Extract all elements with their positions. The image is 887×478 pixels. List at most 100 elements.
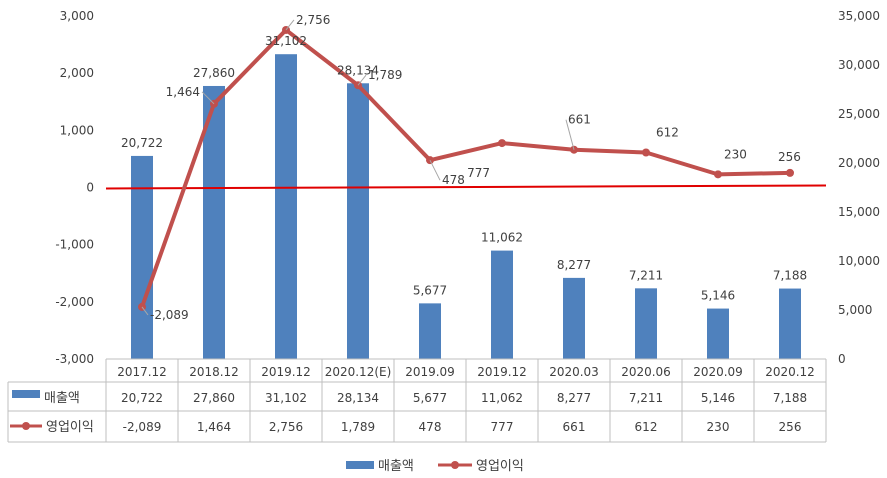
left-axis-tick-label: 0: [86, 181, 94, 195]
table-cell: 2,756: [269, 420, 303, 434]
x-axis-category-label: 2020.12: [765, 365, 815, 379]
bar-data-label: 5,677: [413, 283, 447, 297]
bar: [635, 288, 657, 359]
table-cell: 661: [563, 420, 586, 434]
table-cell: 7,188: [773, 391, 807, 405]
left-axis-tick-label: -3,000: [55, 352, 94, 366]
leader-line: [565, 119, 575, 150]
left-axis-tick-label: -2,000: [55, 295, 94, 309]
table-cell: 27,860: [193, 391, 235, 405]
legend-line-key-marker: [451, 461, 459, 469]
legend-label: 매출액: [378, 459, 414, 474]
bar-data-label: 11,062: [481, 231, 523, 245]
bar: [563, 277, 585, 359]
table-row-header: 매출액: [44, 391, 80, 406]
right-axis-tick-label: 15,000: [838, 205, 880, 219]
table-cell: 256: [779, 420, 802, 434]
bar-data-label: 8,277: [557, 258, 591, 272]
bar-series: [131, 54, 801, 360]
table-cell: 20,722: [121, 391, 163, 405]
left-axis: -3,000 -2,000 -1,000 0 1,000 2,000 3,000: [55, 9, 94, 366]
line-point: [714, 170, 722, 179]
legend: 매출액 영업이익: [346, 459, 524, 474]
table-cell: 8,277: [557, 391, 591, 405]
right-axis-tick-label: 35,000: [838, 9, 880, 23]
left-axis-tick-label: 1,000: [60, 123, 94, 137]
table-cell: 612: [635, 420, 658, 434]
line-data-label: 1,464: [166, 85, 200, 99]
zero-line: [105, 184, 827, 190]
bar: [347, 83, 369, 359]
line-data-label: 661: [568, 113, 591, 127]
table-cell: 1,789: [341, 420, 375, 434]
right-axis-tick-label: 30,000: [838, 58, 880, 72]
table-cell: 478: [419, 420, 442, 434]
x-axis-category-label: 2020.09: [693, 365, 743, 379]
line-point: [498, 139, 506, 148]
x-axis-category-label: 2020.12(E): [325, 365, 392, 379]
table-cell: 777: [491, 420, 514, 434]
line-series: [138, 25, 794, 311]
leader-line: [285, 19, 295, 31]
table-bar-key: [12, 390, 40, 398]
x-axis-category-label: 2018.12: [189, 365, 239, 379]
table-cell: 31,102: [265, 391, 307, 405]
zero-reference-line: [105, 184, 827, 190]
table-line-key-marker: [22, 422, 30, 430]
right-axis-tick-label: 5,000: [838, 303, 872, 317]
x-axis-category-label: 2019.12: [261, 365, 311, 379]
bar: [203, 85, 225, 360]
line-point: [786, 168, 794, 177]
data-labels: 20,722 27,860 31,102 28,134 5,677 11,062 8,277…: [121, 13, 807, 322]
left-axis-tick-label: 2,000: [60, 66, 94, 80]
table-cell: 11,062: [481, 391, 523, 405]
legend-bar-key: [346, 461, 374, 469]
bar-data-label: 28,134: [337, 63, 379, 77]
line-data-label: 2,756: [296, 13, 330, 27]
bar: [275, 54, 297, 359]
bar-data-label: 31,102: [265, 34, 307, 48]
bar: [779, 288, 801, 359]
left-axis-tick-label: -1,000: [55, 238, 94, 252]
leader-line: [357, 74, 367, 86]
legend-label: 영업이익: [476, 459, 524, 474]
line-data-label: 478: [442, 173, 465, 187]
bar: [491, 250, 513, 359]
table-cell: 28,134: [337, 391, 379, 405]
table-cell: 5,146: [701, 391, 735, 405]
bar-data-label: 5,146: [701, 289, 735, 303]
line-data-label: -2,089: [150, 308, 189, 322]
line-series-path: [140, 27, 791, 308]
x-axis-category-label: 2017.12: [117, 365, 167, 379]
leader-line: [201, 91, 215, 105]
x-axis-category-label: 2020.03: [549, 365, 599, 379]
line-data-label: 1,789: [368, 68, 402, 82]
bar-data-label: 27,860: [193, 66, 235, 80]
right-axis-tick-label: 20,000: [838, 156, 880, 170]
table-cell: 230: [707, 420, 730, 434]
line-data-label: 230: [724, 147, 747, 161]
leader-line: [429, 159, 441, 181]
bar: [707, 308, 729, 359]
bar: [131, 155, 153, 359]
leader-line: [141, 306, 149, 316]
table-cell: 5,677: [413, 391, 447, 405]
line-data-label: 256: [778, 150, 801, 164]
right-axis-tick-label: 25,000: [838, 107, 880, 121]
right-axis-tick-label: 0: [838, 352, 846, 366]
x-axis-category-label: 2019.09: [405, 365, 455, 379]
line-data-label: 777: [467, 166, 490, 180]
x-axis-category-label: 2020.06: [621, 365, 671, 379]
table-row-header: 영업이익: [46, 420, 94, 435]
data-table: 2017.12 2018.12 2019.12 2020.12(E) 2019.09 20…: [7, 358, 827, 443]
left-axis-tick-label: 3,000: [60, 9, 94, 23]
right-axis: 0 5,000 10,000 15,000 20,000 25,000 30,000 35,0…: [838, 9, 880, 366]
table-cell: -2,089: [123, 420, 162, 434]
bar: [419, 303, 441, 359]
bar-data-label: 20,722: [121, 136, 163, 150]
table-cell: 7,211: [629, 391, 663, 405]
bar-data-label: 7,211: [629, 268, 663, 282]
table-cell: 1,464: [197, 420, 231, 434]
line-data-label: 612: [656, 126, 679, 140]
